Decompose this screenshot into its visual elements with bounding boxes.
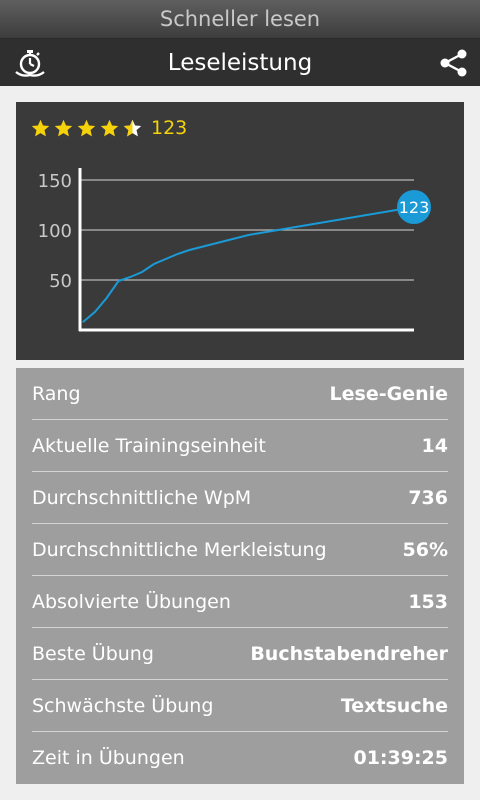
data-point (307, 224, 309, 226)
data-point (271, 230, 273, 232)
data-point (117, 280, 120, 282)
stat-row: Beste Übung Buchstabendreher (32, 628, 448, 680)
row-divider (32, 731, 448, 732)
row-divider (32, 679, 448, 680)
stat-label: Durchschnittliche Merkleistung (32, 539, 327, 561)
stat-row: Durchschnittliche Merkleistung 56% (32, 524, 448, 576)
star-half-icon (123, 119, 142, 136)
row-divider (32, 471, 448, 472)
star-full-icon (31, 119, 50, 136)
data-point (318, 222, 321, 224)
app-title: Schneller lesen (159, 7, 321, 31)
data-point (330, 220, 332, 222)
stat-value: 736 (408, 487, 448, 509)
data-point (129, 276, 131, 278)
endpoint-marker (397, 190, 431, 224)
stat-label: Aktuelle Trainingseinheit (32, 435, 266, 457)
stat-value: 56% (402, 539, 448, 561)
share-icon[interactable] (436, 45, 472, 81)
data-point (106, 297, 108, 299)
stat-label: Absolvierte Übungen (32, 591, 231, 613)
stat-row: Absolvierte Übungen 153 (32, 576, 448, 628)
data-point (176, 253, 179, 255)
data-point (259, 232, 261, 234)
stat-value: Buchstabendreher (250, 643, 448, 665)
data-point (82, 321, 84, 323)
stat-value: 14 (421, 435, 448, 457)
row-divider (32, 523, 448, 524)
stat-value: 153 (408, 591, 448, 613)
stat-value: Textsuche (340, 695, 448, 717)
star-full-icon (100, 119, 119, 136)
stat-label: Beste Übung (32, 643, 154, 665)
stat-label: Rang (32, 383, 81, 405)
data-point (224, 240, 226, 242)
data-point (366, 214, 368, 216)
stat-row: Rang Lese-Genie (32, 368, 448, 420)
row-divider (32, 627, 448, 628)
stats-list: Rang Lese-Genie Aktuelle Trainingseinheit 1… (16, 368, 464, 784)
data-point (354, 216, 356, 218)
data-point (247, 234, 250, 236)
data-point (94, 311, 96, 313)
series-line (82, 206, 415, 323)
stat-label: Durchschnittliche WpM (32, 487, 252, 509)
data-point (165, 258, 167, 260)
line-chart: 50 100 150 123 (38, 168, 431, 332)
data-point (377, 212, 380, 214)
data-point (342, 218, 344, 220)
score-value: 123 (151, 117, 188, 139)
data-point (295, 226, 297, 228)
endpoint-label: 123 (399, 198, 430, 217)
stat-value: Lese-Genie (329, 383, 448, 405)
data-point (283, 228, 285, 230)
row-divider (32, 419, 448, 420)
y-tick-label-50: 50 (49, 271, 72, 292)
stat-row: Zeit in Übungen 01:39:25 (32, 732, 448, 784)
data-point (389, 210, 391, 212)
stat-row: Durchschnittliche WpM 736 (32, 472, 448, 524)
stat-row: Aktuelle Trainingseinheit 14 (32, 420, 448, 472)
data-point (212, 243, 214, 245)
star-full-icon (54, 119, 73, 136)
data-point (188, 249, 190, 251)
page-title: Leseleistung (167, 49, 313, 76)
app-title-bar: Schneller lesen (0, 0, 480, 39)
row-divider (32, 575, 448, 576)
star-rating: 123 (30, 114, 187, 142)
stat-value: 01:39:25 (353, 747, 448, 769)
stopwatch-icon[interactable] (12, 45, 48, 81)
action-bar: Leseleistung (0, 39, 480, 86)
data-point (153, 263, 155, 265)
star-full-icon (77, 119, 96, 136)
y-tick-label-100: 100 (38, 221, 72, 242)
data-point (236, 237, 238, 239)
stat-label: Zeit in Übungen (32, 747, 185, 769)
stat-row: Schwächste Übung Textsuche (32, 680, 448, 732)
stat-label: Schwächste Übung (32, 695, 214, 717)
data-point (200, 246, 202, 248)
y-tick-label-150: 150 (38, 171, 72, 192)
performance-chart-card: 123 50 100 150 123 (16, 102, 464, 360)
data-point (141, 271, 143, 273)
